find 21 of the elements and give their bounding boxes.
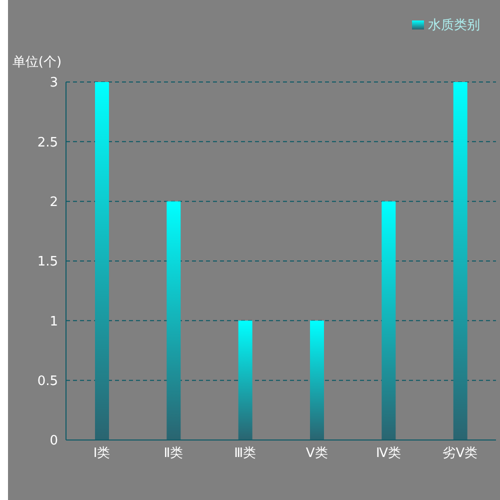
bar [453,82,468,440]
bar [238,320,252,440]
y-tick-label: 1.5 [37,254,58,270]
legend-label: 水质类别 [428,18,480,33]
x-tick-label: Ⅳ类 [376,446,401,462]
bar [95,82,109,440]
x-tick-label: Ⅴ类 [306,446,328,462]
y-tick-label: 1 [50,314,58,330]
bar [166,201,181,440]
y-tick-label: 2.5 [37,135,58,150]
y-tick-label: 0 [50,434,58,449]
x-tick-label: Ⅲ类 [234,446,256,462]
x-tick-label: 劣Ⅴ类 [442,446,478,462]
x-tick-label: Ⅰ类 [93,446,110,462]
bar [382,201,396,440]
bar [310,320,324,440]
x-tick-label: Ⅱ类 [164,446,184,462]
y-tick-label: 2 [50,194,58,210]
y-axis-title: 单位(个) [12,55,62,70]
y-tick-label: 3 [50,76,58,91]
y-tick-label: 0.5 [37,374,58,389]
